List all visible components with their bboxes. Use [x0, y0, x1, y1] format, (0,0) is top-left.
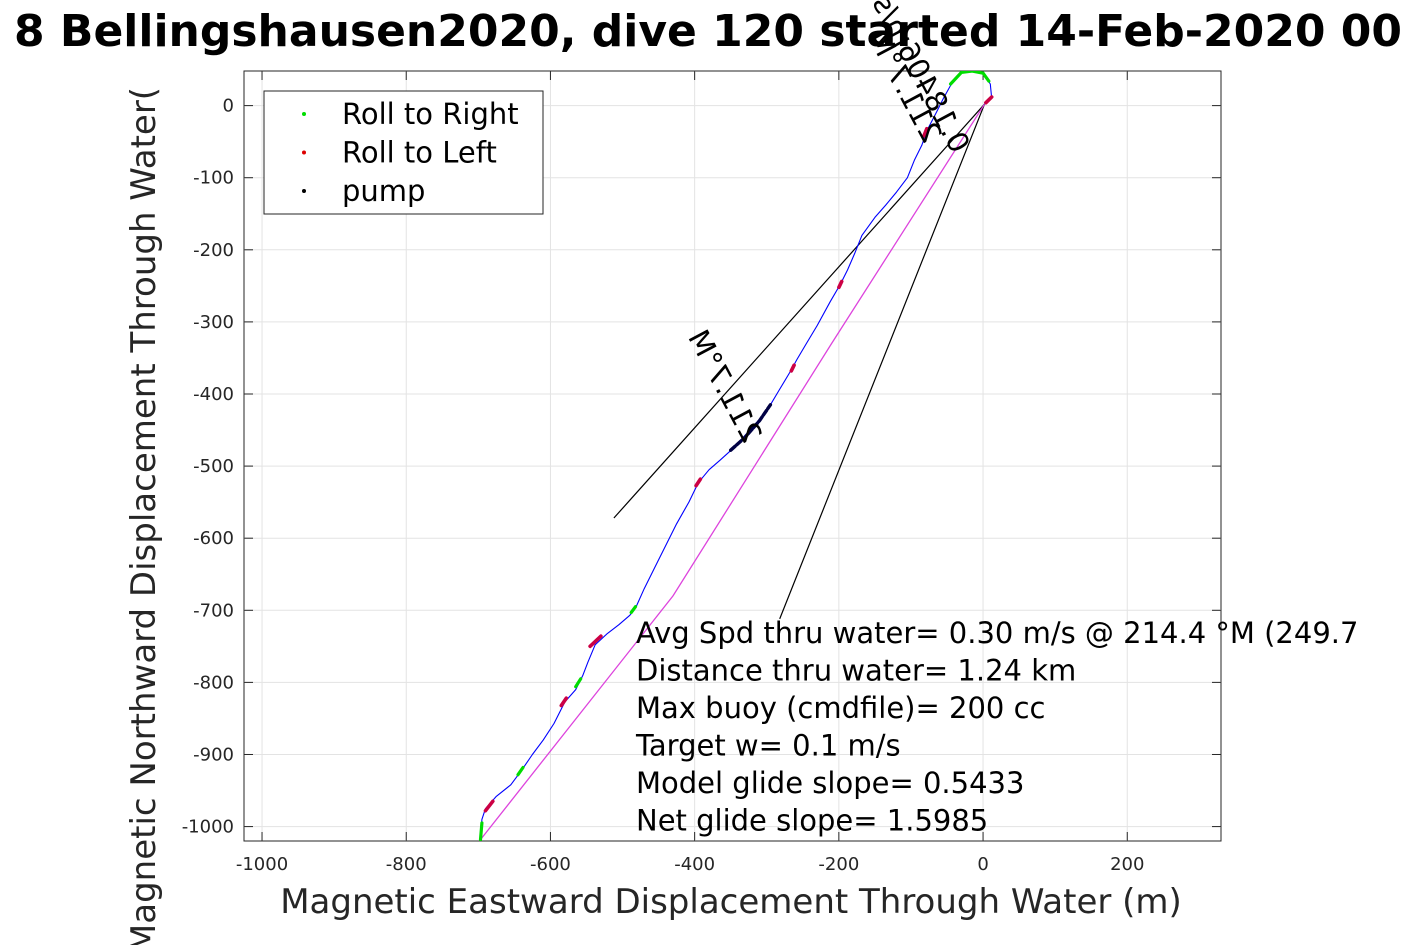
y-tick-label: -600: [193, 528, 234, 549]
x-tick-label: -600: [530, 854, 571, 875]
legend-box: [263, 90, 544, 215]
x-tick-label: -400: [674, 854, 715, 875]
annotations: Avg Spd thru water= 0.30 m/s @ 214.4 °M …: [635, 616, 1358, 838]
x-tick-label: 0: [977, 854, 988, 875]
roll-left-marker: [922, 126, 929, 138]
y-tick-label: -700: [193, 600, 234, 621]
roll-right-marker: [516, 765, 525, 777]
x-tick-label: -200: [818, 854, 859, 875]
net-track-line: [479, 103, 986, 841]
y-tick-label: -1000: [182, 817, 234, 838]
reference-line: [779, 103, 986, 620]
stats-annotation-line: Avg Spd thru water= 0.30 m/s @ 214.4 °M …: [636, 616, 1358, 650]
roll-left-marker: [694, 477, 703, 488]
y-tick-label: -800: [193, 672, 234, 693]
stats-annotation-line: Distance thru water= 1.24 km: [636, 654, 1076, 688]
legend-entry-label: pump: [342, 174, 425, 208]
y-tick-label: 0: [223, 96, 234, 117]
y-axis-label: Magnetic Northward Displacement Through …: [124, 87, 164, 945]
roll-right-marker: [629, 605, 638, 615]
roll-left-marker: [789, 363, 796, 373]
roll-left-marker: [588, 634, 603, 649]
legend: Roll to Right Roll to Left pump: [263, 90, 544, 215]
roll-right-marker: [949, 71, 991, 86]
grid: [244, 71, 1221, 841]
axis-ticks: -1000 -800 -600 -400 -200 0 200 0 -100 -200 -300 -4…: [182, 71, 1221, 875]
roll-left-marker: [984, 95, 994, 105]
x-tick-label: -800: [386, 854, 427, 875]
roll-left-marker: [483, 799, 495, 813]
roll-right-marker: [574, 677, 583, 689]
chart-title: 8 Bellingshausen2020, dive 120 started 1…: [14, 6, 1402, 57]
x-tick-label: -1000: [236, 854, 288, 875]
legend-marker: [302, 150, 306, 155]
y-tick-label: -900: [193, 744, 234, 765]
roll-left-marker: [837, 279, 844, 290]
legend-marker: [302, 189, 306, 193]
reference-line: [613, 103, 985, 519]
legend-marker: [302, 112, 306, 116]
pump-marker: [729, 403, 773, 452]
y-tick-label: -400: [193, 384, 234, 405]
roll-right-marker: [478, 821, 484, 841]
x-tick-label: 200: [1110, 854, 1144, 875]
stats-annotation-line: Net glide slope= 1.5985: [636, 804, 988, 838]
y-tick-label: -500: [193, 456, 234, 477]
y-tick-label: -300: [193, 312, 234, 333]
y-tick-label: -200: [193, 240, 234, 261]
stats-annotation-line: Target w= 0.1 m/s: [635, 729, 901, 763]
stats-annotation-line: Max buoy (cmdfile)= 200 cc: [636, 691, 1045, 725]
marker-layer: [478, 71, 994, 841]
x-axis-label: Magnetic Eastward Displacement Through W…: [280, 882, 1182, 922]
legend-entry-label: Roll to Left: [342, 136, 497, 170]
legend-entry-label: Roll to Right: [342, 97, 519, 131]
y-tick-label: -100: [193, 168, 234, 189]
stats-annotation-line: Model glide slope= 0.5433: [636, 766, 1024, 800]
roll-left-marker: [559, 696, 569, 708]
